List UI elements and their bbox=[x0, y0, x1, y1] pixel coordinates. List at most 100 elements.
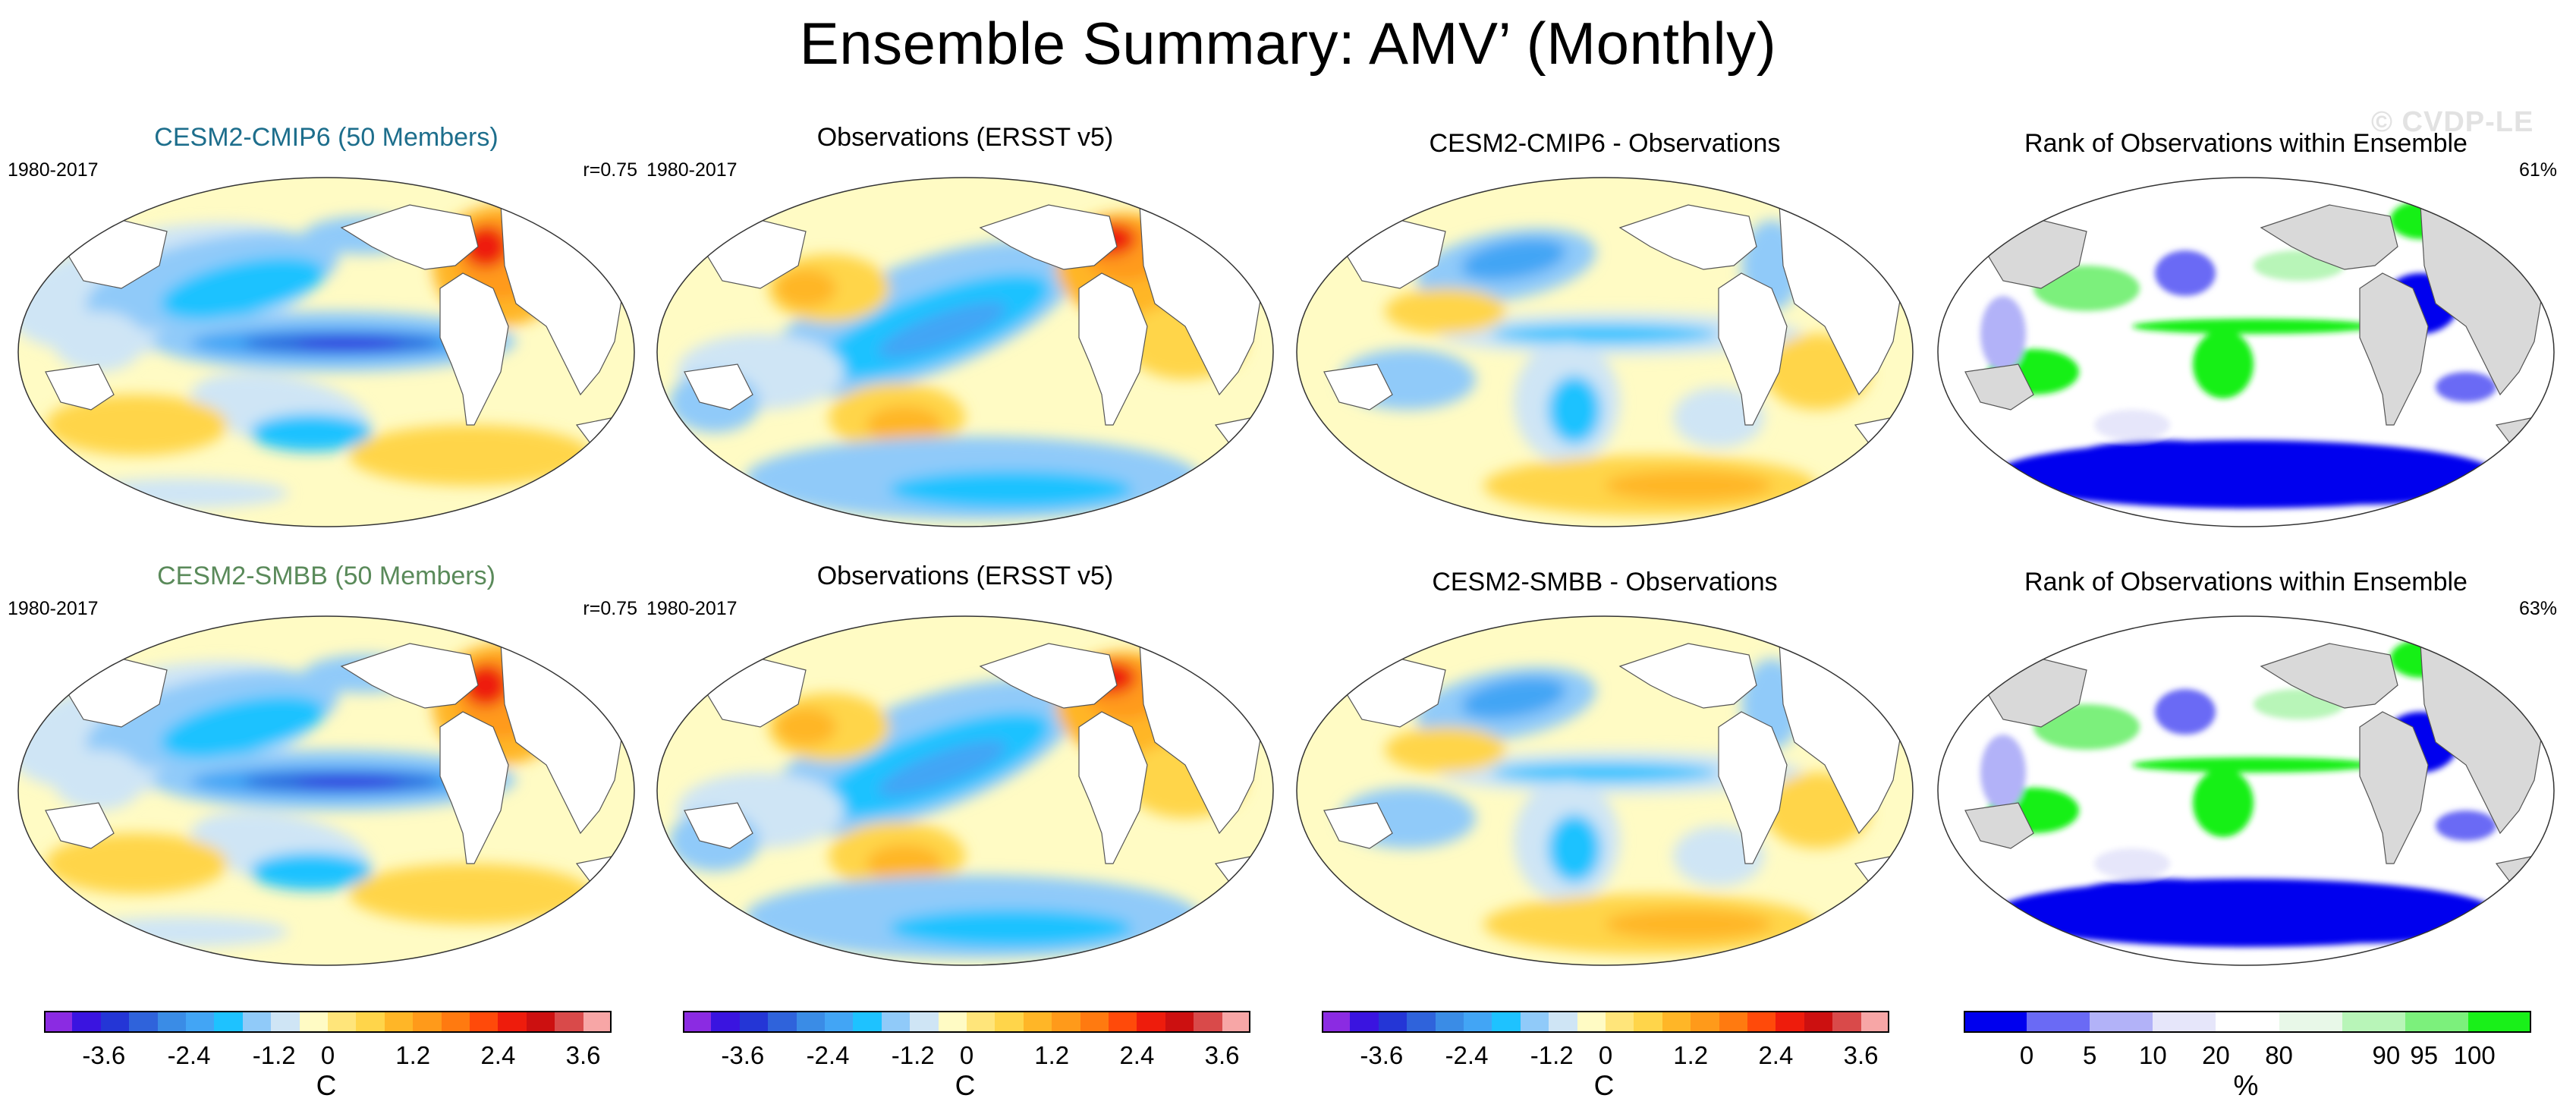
colorbar-tick-label: -1.2 bbox=[1530, 1041, 1574, 1069]
panel-title: CESM2-CMIP6 - Observations bbox=[1429, 129, 1781, 158]
colorbar-swatch bbox=[1804, 1011, 1833, 1033]
panel-title: Observations (ERSST v5) bbox=[816, 123, 1114, 152]
colorbar-swatch bbox=[1549, 1011, 1578, 1033]
panel-title: CESM2-CMIP6 (50 Members) bbox=[154, 123, 499, 152]
colorbar-swatch bbox=[157, 1011, 187, 1033]
colorbar-swatch bbox=[2027, 1011, 2090, 1033]
colorbar-swatch bbox=[129, 1011, 159, 1033]
colorbar-swatch bbox=[796, 1011, 826, 1033]
colorbar-tick-label: 2.4 bbox=[1119, 1041, 1155, 1069]
colorbar-unit: C bbox=[955, 1070, 976, 1101]
pattern-correlation-label: r=0.75 bbox=[583, 598, 637, 619]
colorbar-tick-label: -3.6 bbox=[721, 1041, 765, 1069]
colorbar-swatch bbox=[1165, 1011, 1194, 1033]
map-panel: Rank of Observations within Ensemble 61% bbox=[1927, 106, 2565, 531]
world-map-mean bbox=[17, 177, 635, 527]
map-panel: Rank of Observations within Ensemble 63% bbox=[1927, 545, 2565, 970]
panel-title: CESM2-SMBB (50 Members) bbox=[157, 562, 495, 590]
colorbar-tick-label: -2.4 bbox=[1445, 1041, 1489, 1069]
colorbar-swatch bbox=[1577, 1011, 1606, 1033]
colorbar-swatch bbox=[1407, 1011, 1436, 1033]
colorbar-swatch bbox=[1137, 1011, 1166, 1033]
colorbar-swatch bbox=[739, 1011, 769, 1033]
map-panel: CESM2-SMBB (50 Members) 1980-2017 r=0.75 bbox=[8, 545, 645, 970]
colorbar-swatch bbox=[2342, 1011, 2406, 1033]
map-area bbox=[1294, 175, 1916, 533]
colorbar-swatch bbox=[1080, 1011, 1109, 1033]
map-area bbox=[654, 613, 1276, 972]
figure-title: Ensemble Summary: AMV’ (Monthly) bbox=[799, 10, 1777, 77]
colorbar-tick-label: 95 bbox=[2410, 1041, 2439, 1069]
colorbar-swatch bbox=[356, 1011, 385, 1033]
map-panel: CESM2-CMIP6 - Observations bbox=[1286, 106, 1923, 531]
colorbar-swatch bbox=[328, 1011, 357, 1033]
colorbar-swatch bbox=[384, 1011, 414, 1033]
period-label: 1980-2017 bbox=[8, 159, 99, 181]
colorbar-swatch bbox=[711, 1011, 741, 1033]
colorbar-swatch bbox=[1350, 1011, 1379, 1033]
colorbar-swatch bbox=[1194, 1011, 1223, 1033]
colorbar-swatch bbox=[526, 1011, 555, 1033]
world-map-obs bbox=[656, 615, 1274, 966]
colorbar-tick-label: 0 bbox=[1598, 1041, 1613, 1069]
map-panel: Observations (ERSST v5) 1980-2017 bbox=[646, 545, 1284, 970]
colorbar-swatch bbox=[214, 1011, 244, 1033]
colorbar-swatch bbox=[555, 1011, 584, 1033]
colorbar-tick-label: 1.2 bbox=[1034, 1041, 1070, 1069]
colorbar-swatch bbox=[1964, 1011, 2027, 1033]
colorbar-swatch bbox=[683, 1011, 712, 1033]
map-area bbox=[15, 175, 637, 533]
colorbar-swatch bbox=[2279, 1011, 2343, 1033]
colorbar-unit: % bbox=[2233, 1070, 2259, 1101]
colorbar-swatch bbox=[2153, 1011, 2216, 1033]
colorbar-swatch bbox=[1378, 1011, 1408, 1033]
colorbar-swatch bbox=[2090, 1011, 2153, 1033]
colorbar-swatch bbox=[1747, 1011, 1776, 1033]
colorbar-swatch bbox=[413, 1011, 442, 1033]
map-area bbox=[15, 613, 637, 972]
colorbar-swatch bbox=[1634, 1011, 1663, 1033]
map-panel: CESM2-SMBB - Observations bbox=[1286, 545, 1923, 970]
map-area bbox=[1935, 175, 2557, 533]
colorbar-tick-label: 10 bbox=[2138, 1041, 2167, 1069]
colorbar-swatch bbox=[470, 1011, 499, 1033]
map-area bbox=[1294, 613, 1916, 972]
colorbar-swatch bbox=[938, 1011, 967, 1033]
colorbar-tick-label: 0 bbox=[959, 1041, 974, 1069]
colorbar-swatch bbox=[44, 1011, 73, 1033]
colorbar-tick-label: -1.2 bbox=[252, 1041, 296, 1069]
panel-title: Observations (ERSST v5) bbox=[816, 562, 1114, 590]
colorbar-tick-label: 20 bbox=[2202, 1041, 2230, 1069]
colorbar-tick-label: 1.2 bbox=[1673, 1041, 1709, 1069]
world-map-rank bbox=[1937, 615, 2555, 966]
colorbar-swatch bbox=[498, 1011, 527, 1033]
map-panel: CESM2-CMIP6 (50 Members) 1980-2017 r=0.75 bbox=[8, 106, 645, 531]
world-map-diff bbox=[1296, 615, 1914, 966]
colorbar-swatch bbox=[1832, 1011, 1862, 1033]
period-label: 1980-2017 bbox=[8, 598, 99, 619]
colorbar-swatch bbox=[441, 1011, 470, 1033]
colorbar-tick-label: 5 bbox=[2083, 1041, 2097, 1069]
colorbar-swatch bbox=[583, 1011, 612, 1033]
colorbar-swatch bbox=[1052, 1011, 1081, 1033]
colorbar-swatch bbox=[1109, 1011, 1137, 1033]
colorbar-frame bbox=[1964, 1011, 2531, 1033]
colorbar-tick-label: 100 bbox=[2453, 1041, 2496, 1069]
colorbar-swatch bbox=[853, 1011, 882, 1033]
colorbar-swatch bbox=[1435, 1011, 1464, 1033]
rank-percent-label: 63% bbox=[2518, 598, 2557, 619]
colorbar-tick-label: -1.2 bbox=[891, 1041, 935, 1069]
watermark: © CVDP-LE bbox=[2371, 106, 2534, 138]
colorbar-swatch bbox=[768, 1011, 797, 1033]
pattern-correlation-label: r=0.75 bbox=[583, 159, 637, 181]
colorbar-tick-label: -3.6 bbox=[1360, 1041, 1404, 1069]
colorbar-swatch bbox=[1023, 1011, 1052, 1033]
colorbar-swatch bbox=[186, 1011, 215, 1033]
colorbar-swatch bbox=[2216, 1011, 2280, 1033]
colorbar-swatch bbox=[1776, 1011, 1805, 1033]
colorbar-tick-label: 1.2 bbox=[395, 1041, 431, 1069]
colorbar-swatch bbox=[1719, 1011, 1748, 1033]
colorbar-swatch bbox=[1492, 1011, 1521, 1033]
colorbar-tick-label: 0 bbox=[320, 1041, 335, 1069]
colorbar-tick-label: -2.4 bbox=[167, 1041, 211, 1069]
